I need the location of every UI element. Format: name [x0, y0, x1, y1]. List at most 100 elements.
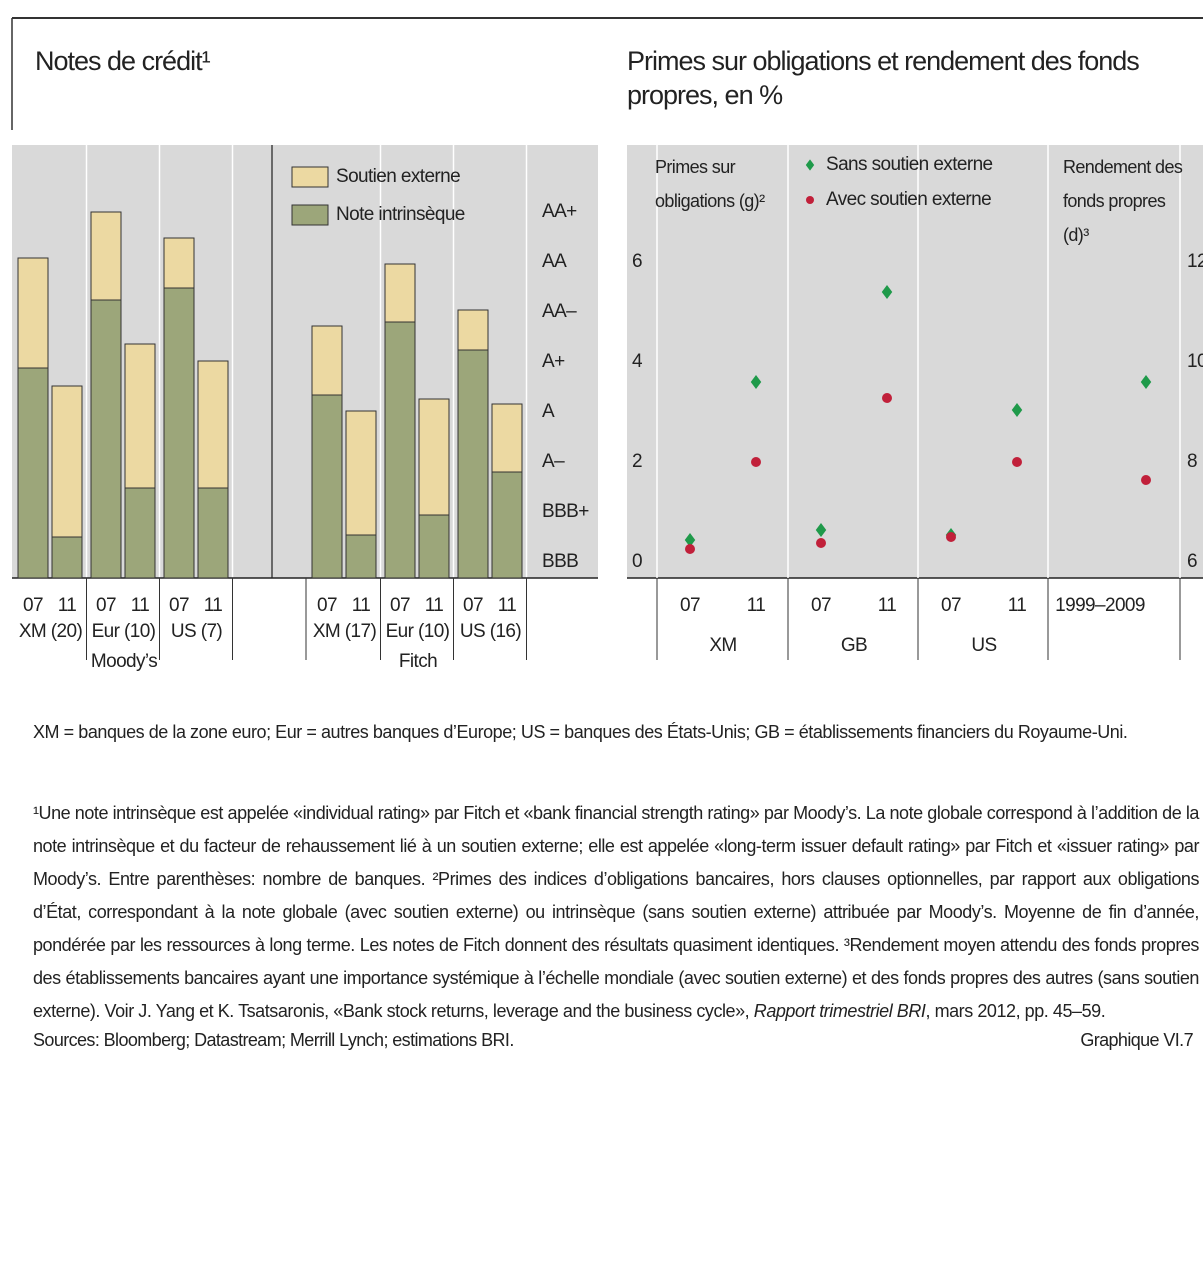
footnote-italic: Rapport trimestriel BRI: [753, 1001, 926, 1021]
group-label: US: [971, 635, 996, 656]
bar-segment: [197, 360, 229, 489]
bar-segment: [418, 398, 450, 516]
y-tick-label: AA+: [542, 201, 577, 222]
y-tick-label: A–: [542, 451, 565, 472]
x-tick-label: 07: [680, 595, 700, 616]
x-tick-label: 11: [425, 595, 444, 616]
group-label: XM (17): [313, 621, 377, 642]
y-tick-label: A: [542, 401, 555, 422]
bar-segment: [457, 349, 489, 579]
group-label: GB: [841, 635, 867, 656]
bar-segment: [457, 309, 489, 351]
bar-segment: [90, 299, 122, 579]
point: [1011, 403, 1023, 417]
x-tick-label: 11: [352, 595, 371, 616]
x-tick-label: 11: [747, 595, 766, 616]
bar-segment: [345, 410, 377, 536]
bar-segment: [17, 367, 49, 579]
abbreviations: XM = banques de la zone euro; Eur = autr…: [33, 722, 1128, 742]
footnote-text: ¹Une note intrinsèque est appelée «indiv…: [33, 803, 1199, 1021]
y-tick-label: 4: [632, 351, 643, 372]
y-tick-label: 0: [632, 551, 642, 572]
bar-segment: [418, 514, 450, 579]
group-label: Eur (10): [92, 621, 156, 642]
bar-segment: [384, 263, 416, 323]
y-axis-label: Rendement des fonds propres (d)³: [1063, 157, 1183, 245]
y-tick-label: AA–: [542, 301, 577, 322]
point: [815, 523, 827, 537]
x-tick-label: 1999–2009: [1055, 595, 1145, 616]
bar-segment: [90, 211, 122, 301]
legend-marker: [806, 196, 814, 204]
footnote-text: , mars 2012, pp. 45–59.: [925, 1001, 1106, 1021]
y-tick-label: 6: [1187, 551, 1197, 572]
chart-title: Primes sur obligations et rendement des …: [627, 46, 1140, 110]
group-label: XM (20): [19, 621, 83, 642]
point: [684, 533, 696, 547]
x-tick-label: 07: [390, 595, 410, 616]
legend-label: Avec soutien externe: [826, 189, 991, 210]
point: [881, 285, 893, 299]
bar-segment: [163, 287, 195, 579]
x-tick-label: 07: [23, 595, 43, 616]
group-label: XM: [709, 635, 736, 656]
x-tick-label: 07: [941, 595, 961, 616]
y-tick-label: A+: [542, 351, 565, 372]
point: [685, 544, 695, 554]
group-label: Eur (10): [386, 621, 450, 642]
y-tick-label: BBB: [542, 551, 578, 572]
x-tick-label: 07: [463, 595, 483, 616]
figure-label: Graphique VI.7: [1080, 1030, 1193, 1050]
point: [750, 375, 762, 389]
y-tick-label: 8: [1187, 451, 1197, 472]
legend-swatch: [291, 166, 329, 188]
x-tick-label: 07: [96, 595, 116, 616]
bar-segment: [491, 471, 523, 579]
bar-segment: [163, 237, 195, 289]
bar-segment: [51, 536, 83, 579]
point: [751, 457, 761, 467]
bar-segment: [17, 257, 49, 369]
legend-marker: [805, 159, 815, 171]
x-tick-label: 07: [169, 595, 189, 616]
point: [882, 393, 892, 403]
y-tick-label: 12: [1187, 251, 1203, 272]
plot-bg: [627, 145, 1203, 578]
bar-segment: [384, 321, 416, 579]
y-axis-label: Primes sur obligations (g)²: [655, 157, 765, 211]
legend-label: Note intrinsèque: [336, 204, 465, 225]
sources: Sources: Bloomberg; Datastream; Merrill …: [33, 1030, 514, 1050]
x-tick-label: 11: [1008, 595, 1027, 616]
x-tick-label: 07: [317, 595, 337, 616]
bar-segment: [311, 325, 343, 396]
x-tick-label: 11: [131, 595, 150, 616]
footnotes: ¹Une note intrinsèque est appelée «indiv…: [33, 797, 1199, 1028]
point: [816, 538, 826, 548]
group-label: US (7): [171, 621, 223, 642]
y-tick-label: 10: [1187, 351, 1203, 372]
point: [1141, 475, 1151, 485]
legend-label: Soutien externe: [336, 166, 460, 187]
point: [946, 532, 956, 542]
y-tick-label: 6: [632, 251, 642, 272]
panel-label: Fitch: [399, 651, 437, 672]
point: [1012, 457, 1022, 467]
x-tick-label: 07: [811, 595, 831, 616]
bar-segment: [197, 487, 229, 579]
legend-swatch: [291, 204, 329, 226]
point: [1140, 375, 1152, 389]
y-tick-label: BBB+: [542, 501, 589, 522]
x-tick-label: 11: [498, 595, 517, 616]
bar-segment: [491, 403, 523, 473]
bar-segment: [124, 487, 156, 579]
bar-segment: [124, 343, 156, 489]
bar-segment: [311, 394, 343, 579]
chart-title: Notes de crédit¹: [35, 46, 211, 76]
y-tick-label: 2: [632, 451, 642, 472]
legend-label: Sans soutien externe: [826, 154, 993, 175]
panel-label: Moody’s: [91, 651, 157, 672]
y-tick-label: AA: [542, 251, 567, 272]
x-tick-label: 11: [878, 595, 897, 616]
